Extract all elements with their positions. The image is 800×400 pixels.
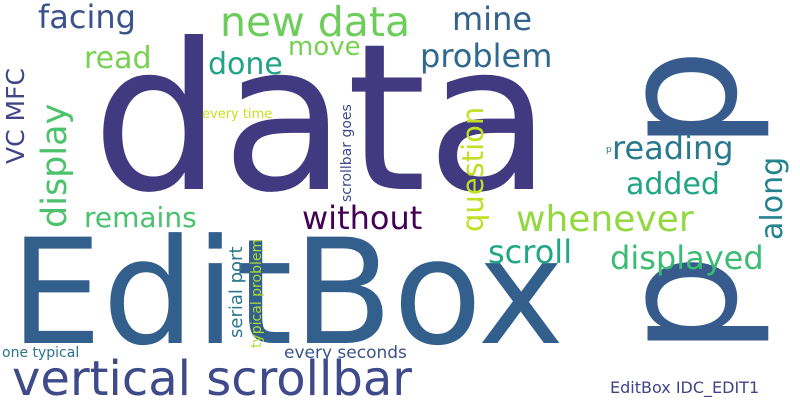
word-typical-problem: typical problem: [249, 238, 265, 348]
word-without: without: [302, 199, 423, 237]
word-along: along: [755, 156, 790, 240]
word-problem: problem: [420, 37, 553, 75]
word-remains: remains: [84, 201, 197, 234]
word-scrollbar-goes: scrollbar goes: [339, 104, 355, 202]
word-added: added: [626, 167, 720, 202]
word-display: display: [35, 103, 75, 228]
word-vc-mfc: VC MFC: [1, 68, 30, 164]
word-data: data: [92, 1, 552, 238]
word-scroll: scroll: [488, 233, 573, 271]
word-done: done: [208, 47, 283, 82]
word-p-small: p: [606, 145, 612, 155]
word-facing: facing: [38, 0, 136, 36]
word-vertical-scrollbar: vertical scrollbar: [12, 351, 412, 400]
word-read: read: [84, 41, 152, 76]
word-new-data: new data: [220, 0, 411, 46]
word-every-seconds: every seconds: [284, 343, 407, 363]
word-every-time: every time: [202, 107, 273, 122]
word-editbox-idc-edit1: EditBox IDC_EDIT1: [610, 378, 760, 397]
word-one-typical: one typical: [2, 345, 80, 361]
word-serial-port: serial port: [226, 246, 247, 338]
word-question: question: [456, 106, 490, 232]
word-whenever: whenever: [516, 199, 694, 240]
word-displayed: displayed: [610, 239, 764, 277]
word-reading: reading: [612, 129, 734, 167]
word-editbox: EditBox: [10, 208, 565, 378]
word-move: move: [288, 32, 361, 62]
word-mine: mine: [452, 0, 533, 38]
